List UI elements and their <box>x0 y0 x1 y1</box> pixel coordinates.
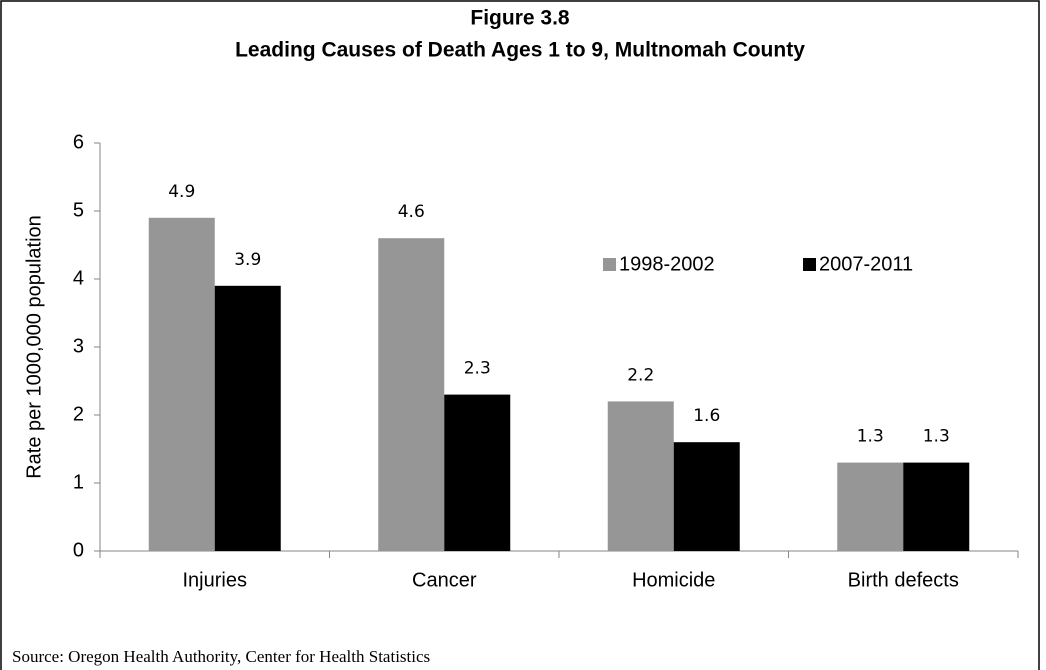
bar <box>378 238 445 551</box>
bar <box>903 462 970 551</box>
legend-swatch <box>603 258 616 271</box>
legend-label: 2007-2011 <box>819 253 913 275</box>
data-label: 4.9 <box>168 182 195 202</box>
x-tick-label: Injuries <box>183 569 247 591</box>
bar <box>607 401 674 551</box>
y-axis-label: Rate per 1000,000 population <box>23 215 45 479</box>
data-label: 3.9 <box>234 250 261 270</box>
data-label: 4.6 <box>398 202 425 222</box>
data-label: 1.6 <box>693 406 720 426</box>
bar <box>214 285 281 551</box>
source: Source: Oregon Health Authority, Center … <box>12 647 430 666</box>
y-tick-label: 4 <box>73 267 84 289</box>
y-tick-label: 6 <box>73 131 84 153</box>
bar <box>673 442 740 551</box>
x-tick-label: Birth defects <box>848 569 959 591</box>
chart-subtitle: Leading Causes of Death Ages 1 to 9, Mul… <box>235 39 805 62</box>
bar <box>444 394 511 551</box>
y-tick-label: 1 <box>73 471 84 493</box>
bar <box>837 462 904 551</box>
y-tick-label: 5 <box>73 199 84 221</box>
data-label: 1.3 <box>923 427 950 447</box>
y-tick-label: 3 <box>73 335 84 357</box>
x-tick-label: Cancer <box>412 569 477 591</box>
y-tick-label: 2 <box>73 403 84 425</box>
bar <box>148 217 215 552</box>
data-label: 2.2 <box>627 365 654 385</box>
y-tick-label: 0 <box>73 539 84 561</box>
legend-swatch <box>803 258 816 271</box>
legend-label: 1998-2002 <box>619 253 715 275</box>
data-label: 1.3 <box>857 427 884 447</box>
chart-title: Figure 3.8 <box>470 7 570 30</box>
data-label: 2.3 <box>464 359 491 379</box>
x-tick-label: Homicide <box>632 569 715 591</box>
